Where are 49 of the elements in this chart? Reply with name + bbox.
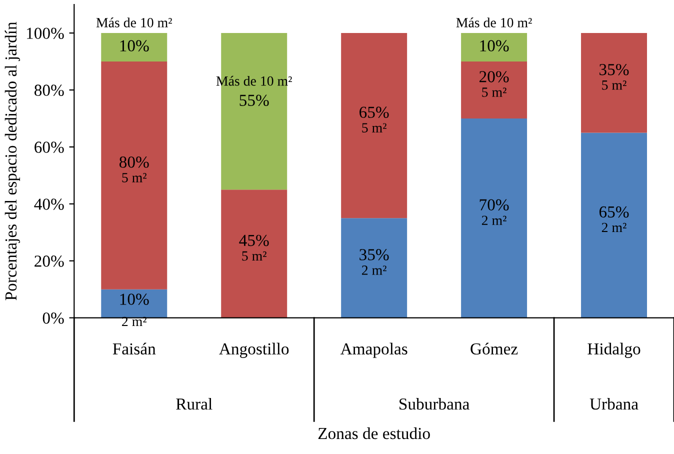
text: Suburbana [400,398,470,410]
x-tick-label: Hidalgo [588,342,640,358]
bar [101,33,168,62]
y-tick-label: 20% [34,256,64,267]
text: 2 m² [602,222,626,232]
data-label: 65% [360,106,389,118]
y-tick-label: 0% [42,312,64,324]
data-label: 10% [120,40,149,52]
bar [341,33,408,218]
series-label: 5 m² [362,123,386,132]
y-tick-label: 80% [34,84,64,96]
text: 5 m² [122,173,146,182]
data-label: 20% [480,71,509,82]
data-label: 65% [599,206,629,218]
bar [341,218,408,318]
x-tick-label: Faisán [112,342,156,355]
text: Rural [176,398,212,410]
bar [101,61,168,290]
text: 5 m² [242,251,266,261]
text: 2 m² [482,216,506,225]
text: Urbana [590,398,638,410]
bar [461,61,528,118]
text: 5 m² [482,88,506,97]
bar [461,33,528,62]
text: Más de 10 m² [456,18,532,28]
x-tick-label: Gómez [470,342,518,355]
y-axis-title: Porcentajes del espacio dedicado al jardín [4,22,20,300]
data-label: 80% [119,156,149,168]
bar [581,132,648,318]
x-tick-label: Angostillo [219,342,289,358]
bar [101,289,168,318]
bar [461,118,528,318]
data-label: 10% [480,40,509,52]
bar [221,190,288,318]
text: 5 m² [602,80,626,90]
x-axis-title: Zonas de estudio [318,427,430,440]
data-label: 55% [240,94,269,106]
text: Más de 10 m² [96,18,172,28]
data-label: 10% [120,294,149,305]
y-tick-label: 40% [34,198,64,210]
y-tick-label: 60% [34,142,64,153]
data-label: 35% [360,249,389,260]
data-label: 70% [480,199,509,211]
y-tick-label: 100% [27,28,64,40]
text: 2 m² [362,266,386,275]
bar [581,33,648,133]
x-tick-label: Amapolas [340,342,408,358]
data-label: 35% [600,64,629,76]
data-label: 45% [239,234,269,246]
